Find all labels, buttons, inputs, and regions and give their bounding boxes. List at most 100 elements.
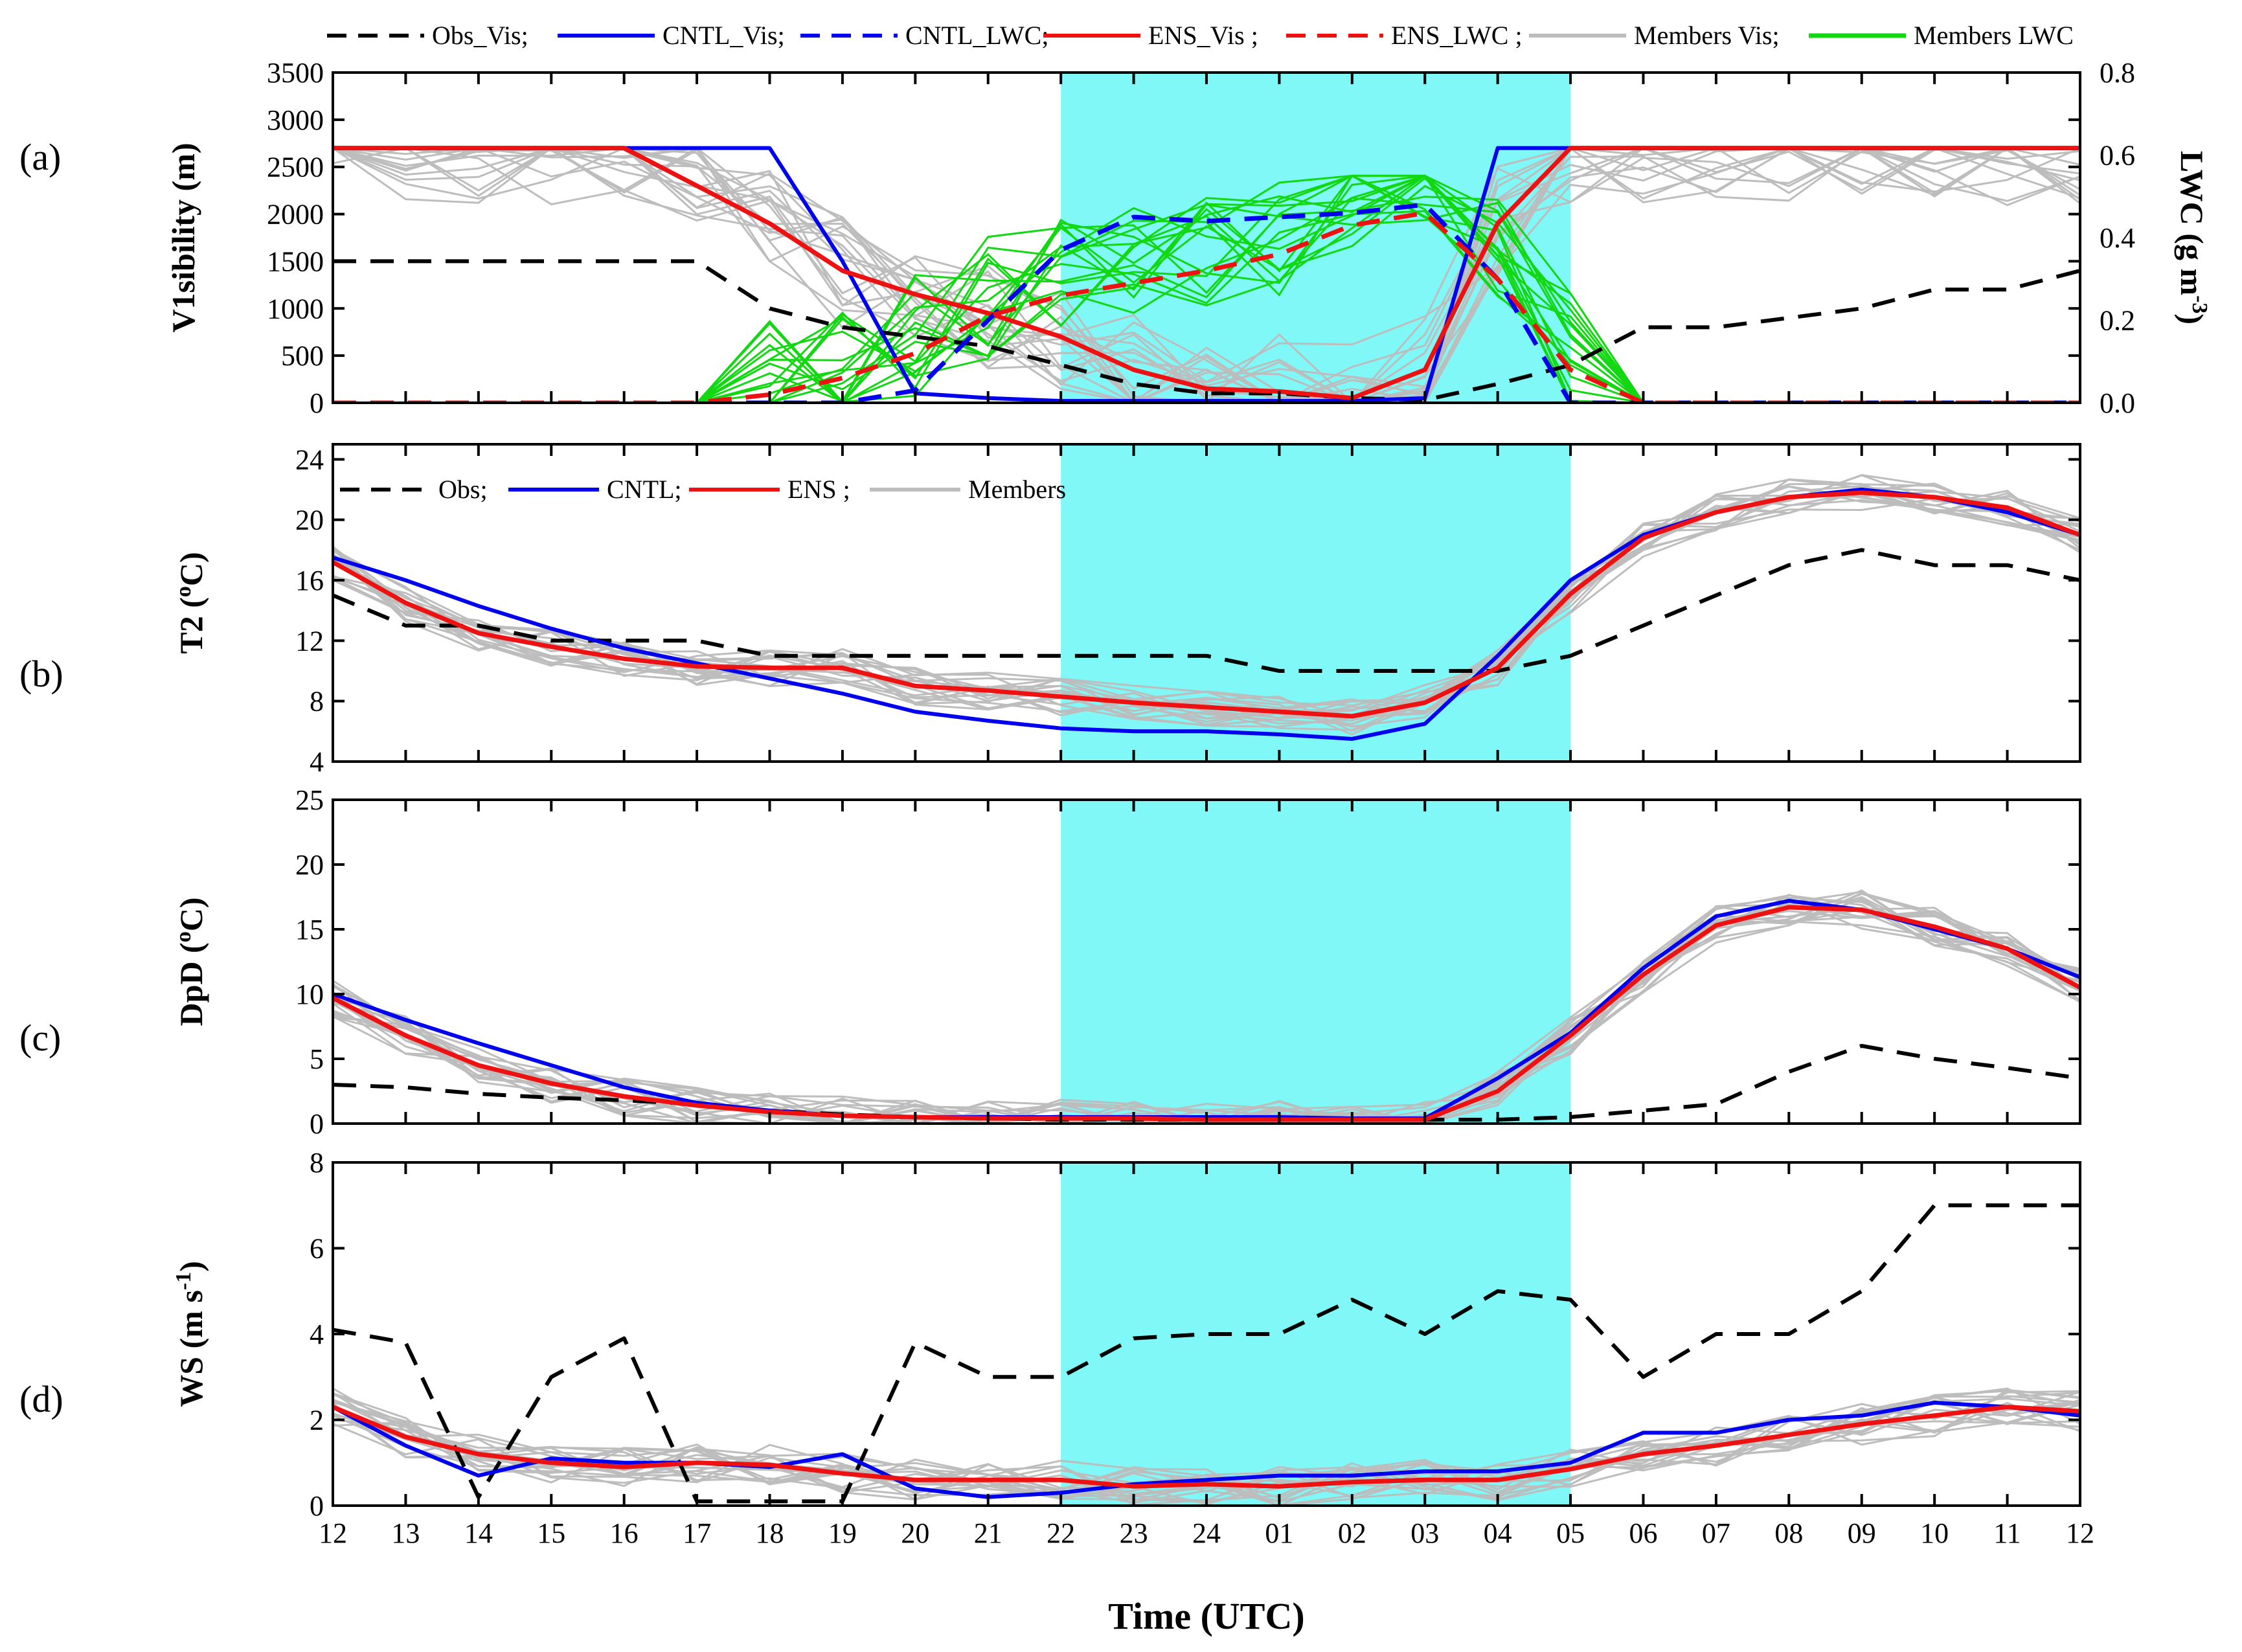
y-tick-label-c: 5 — [310, 1043, 324, 1075]
y-tick-label-c: 0 — [310, 1108, 324, 1140]
member-lwc-line-12 — [333, 196, 2080, 403]
legend-label-2: CNTL_Vis; — [662, 21, 785, 50]
member-line-d-10 — [333, 1388, 2080, 1506]
y-tick-label-b: 20 — [295, 504, 324, 536]
panel-c-label: (c) — [19, 1017, 61, 1059]
x-tick-label: 06 — [1629, 1517, 1658, 1549]
panel-a-y-ticks: 0 500 1000 1500 2000 2500 3000 3500 — [267, 57, 2080, 419]
member-lwc-line-4 — [333, 174, 2080, 403]
member-line-b-17 — [333, 485, 2080, 725]
y-tick-label-a: 1000 — [267, 293, 324, 324]
x-tick-label: 07 — [1702, 1517, 1730, 1549]
series-b-ens — [333, 490, 2080, 719]
member-line-c-18 — [333, 907, 2080, 1124]
x-tick-label: 14 — [464, 1517, 493, 1549]
y-tick-label-d: 4 — [310, 1318, 324, 1350]
x-tick-label: 21 — [974, 1517, 1002, 1549]
x-tick-label: 17 — [683, 1517, 711, 1549]
highlight-band-c — [1061, 800, 1571, 1124]
member-line-b-18 — [333, 474, 2080, 720]
x-tick-labels: 12 13 14 15 16 17 18 19 20 21 22 23 24 01 02 03 04 05 06 07… — [319, 1517, 2094, 1549]
x-tick-label: 12 — [2066, 1517, 2094, 1549]
y-tick-label-c: 20 — [295, 849, 324, 881]
panel-c-x-ticks — [332, 800, 2081, 1124]
x-tick-label: 09 — [1848, 1517, 1876, 1549]
y-tick-label-d: 2 — [310, 1405, 324, 1436]
member-lwc-line-9 — [333, 174, 2080, 403]
y-tick-label-a: 500 — [281, 340, 324, 372]
legend-label-6: Members Vis; — [1634, 21, 1780, 50]
legend-label-4: Members — [968, 475, 1066, 504]
legend-label-4: ENS_Vis ; — [1148, 21, 1258, 50]
legend-label-3: CNTL_LWC; — [905, 21, 1048, 50]
member-lwc-line-7 — [333, 185, 2080, 403]
legend-label-1: Obs; — [438, 475, 488, 504]
panel-d-x-ticks — [332, 1162, 2081, 1506]
member-lwc-line-15 — [333, 174, 2080, 403]
member-line-b-11 — [333, 479, 2080, 725]
member-lwc-line-10 — [333, 177, 2080, 403]
y-tick-label-c: 15 — [295, 914, 324, 945]
x-tick-label: 03 — [1410, 1517, 1439, 1549]
series-d-obs — [333, 1203, 2080, 1504]
member-line-c-6 — [333, 892, 2080, 1124]
y-tick-label-d: 6 — [310, 1233, 324, 1265]
member-lwc-line-6 — [333, 174, 2080, 403]
highlight-bands — [1061, 73, 1571, 1506]
series-b-obs — [333, 548, 2080, 673]
member-line-c-10 — [333, 889, 2080, 1124]
x-tick-label: 24 — [1192, 1517, 1221, 1549]
member-lwc-line-16 — [333, 210, 2080, 403]
y2-tick-label: 0.8 — [2100, 57, 2135, 89]
member-line-a-16 — [333, 146, 2080, 403]
member-lwc-line-1 — [333, 174, 2080, 403]
panel-a-y2label: LWC (g m-3) — [2174, 151, 2212, 324]
x-tick-label: 15 — [537, 1517, 565, 1549]
y-tick-label-b: 12 — [295, 625, 324, 657]
panel-d-label: (d) — [19, 1378, 63, 1420]
member-lwc-line-3 — [333, 174, 2080, 403]
member-lwc-line-8 — [333, 197, 2080, 403]
series-a-ens-vis — [333, 146, 2080, 401]
panel-b-member-lines — [333, 474, 2080, 736]
member-line-c-13 — [333, 907, 2080, 1124]
y2-tick-label: 0.4 — [2100, 222, 2135, 254]
y-tick-label-d: 0 — [310, 1490, 324, 1522]
x-tick-label: 10 — [1920, 1517, 1949, 1549]
x-axis-title: Time (UTC) — [1108, 1595, 1304, 1637]
legend-top: Obs_Vis; CNTL_Vis; CNTL_LWC; ENS_Vis ; ENS_L… — [327, 21, 2074, 50]
panel-c-ylabel: DpD (oC) — [172, 898, 210, 1026]
x-tick-label: 08 — [1774, 1517, 1803, 1549]
x-tick-label: 04 — [1484, 1517, 1512, 1549]
series-d-ens — [333, 1405, 2080, 1489]
panel-b-label: (b) — [19, 653, 63, 695]
member-lwc-line-18 — [333, 174, 2080, 403]
x-tick-label: 16 — [610, 1517, 639, 1549]
panel-a-label: (a) — [19, 136, 61, 178]
panel-b-x-ticks — [332, 444, 2081, 762]
y-tick-label-a: 2500 — [267, 152, 324, 183]
panel-a-ylabel: V1sibility (m) — [165, 142, 201, 332]
y-tick-label-b: 16 — [295, 565, 324, 596]
member-lwc-line-11 — [333, 174, 2080, 403]
panel-b-ylabel: T2 (oC) — [172, 552, 210, 653]
y2-tick-label: 0.2 — [2100, 305, 2135, 337]
panel-a-y2-ticks: 0.0 0.2 0.4 0.6 0.8 — [2100, 57, 2135, 419]
legend-label-3: ENS ; — [787, 475, 850, 504]
panel-d-ylabel: WS (m s-1) — [172, 1261, 210, 1407]
y-tick-label-a: 2000 — [267, 199, 324, 231]
panel-d-series — [333, 1203, 2080, 1504]
y-tick-label-c: 10 — [295, 979, 324, 1010]
legend-label-1: Obs_Vis; — [432, 21, 528, 50]
panel-b-series — [333, 488, 2080, 741]
y-tick-label-d: 8 — [310, 1147, 324, 1179]
x-tick-label: 02 — [1338, 1517, 1366, 1549]
x-tick-label: 18 — [756, 1517, 784, 1549]
member-line-c-17 — [333, 914, 2080, 1124]
panel-c-dewpoint-depression: 0 5 10 15 20 25 (c) DpD (oC) — [19, 784, 2081, 1140]
x-tick-label: 01 — [1265, 1517, 1293, 1549]
panel-d-y-ticks: 0 2 4 6 8 — [310, 1147, 2080, 1522]
